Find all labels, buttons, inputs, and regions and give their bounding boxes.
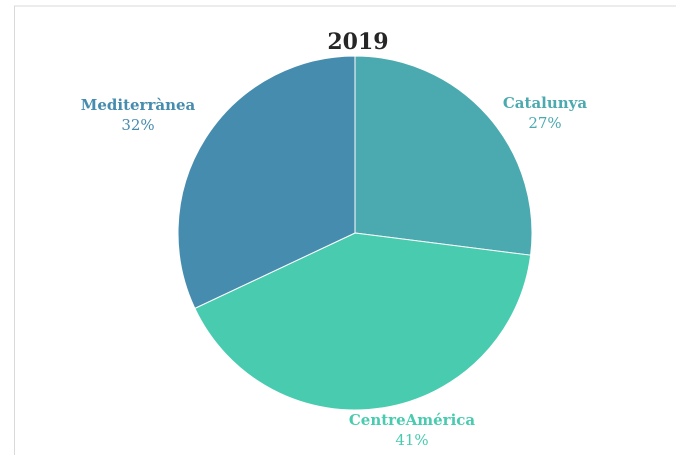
pie-slice-mediterrànea bbox=[177, 55, 356, 310]
chart-title: 2019 bbox=[327, 29, 388, 55]
slice-percent-mediterrànea: 32% bbox=[121, 116, 154, 134]
pie-slice-catalunya bbox=[354, 55, 533, 256]
slice-percent-centreamérica: 41% bbox=[395, 431, 428, 449]
pie-slice-centreamérica bbox=[194, 232, 532, 411]
pie-labels: Catalunya 27% CentreAmérica 41% Mediterrànea… bbox=[81, 94, 588, 449]
slice-label-centreamérica: CentreAmérica bbox=[349, 411, 476, 429]
slice-label-catalunya: Catalunya bbox=[503, 94, 588, 112]
slice-percent-catalunya: 27% bbox=[528, 114, 561, 132]
pie-slices bbox=[177, 55, 533, 411]
slice-label-mediterrànea: Mediterrànea bbox=[81, 96, 196, 114]
